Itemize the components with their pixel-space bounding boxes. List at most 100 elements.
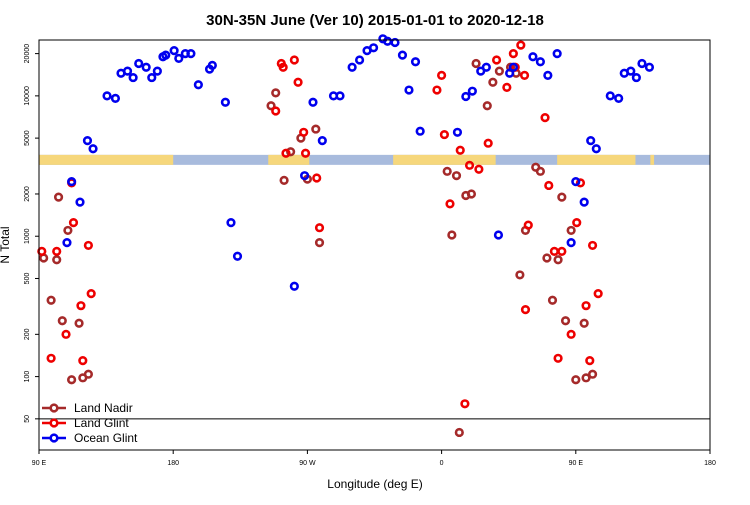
ocean-glint-point-19 <box>186 49 196 59</box>
ocean-glint-point-51 <box>528 52 538 62</box>
ocean-glint-point-28 <box>308 97 318 107</box>
land-glint-point-38 <box>544 180 554 191</box>
land-nadir-point-11 <box>271 88 281 98</box>
land-band-segment-0 <box>39 154 174 165</box>
ocean-glint-point-4 <box>88 144 98 154</box>
ocean-glint-point-20 <box>193 80 203 90</box>
x-tick-label-1: 180 <box>167 460 179 467</box>
land-nadir-point-25 <box>482 101 492 111</box>
ocean-glint-point-39 <box>397 50 408 60</box>
ocean-glint-point-5 <box>102 91 112 101</box>
land-glint-point-15 <box>293 77 303 87</box>
land-glint-point-8 <box>83 240 93 251</box>
chart-title: 30N-35N June (Ver 10) 2015-01-01 to 2020… <box>206 12 544 29</box>
ocean-glint-point-1 <box>67 177 77 187</box>
land-nadir-point-27 <box>494 66 504 76</box>
land-nadir-point-41 <box>579 318 589 328</box>
ocean-glint-point-12 <box>147 72 157 83</box>
land-glint-point-45 <box>581 301 591 311</box>
land-glint-point-43 <box>572 218 582 228</box>
ocean-glint-point-22 <box>207 60 217 70</box>
land-nadir-point-37 <box>557 192 567 202</box>
land-glint-point-36 <box>523 220 533 230</box>
land-glint-point-18 <box>312 173 322 183</box>
land-band-segment-3 <box>557 154 636 165</box>
ocean-glint-point-2 <box>75 197 85 207</box>
ocean-glint-point-3 <box>82 136 93 146</box>
legend-label-land-glint: Land Glint <box>74 416 129 430</box>
ocean-glint-point-32 <box>347 62 357 72</box>
ocean-glint-point-54 <box>552 49 562 59</box>
land-glint-point-31 <box>508 49 518 59</box>
ocean-glint-point-57 <box>579 197 589 207</box>
land-glint-point-6 <box>76 301 86 311</box>
land-glint-point-25 <box>460 399 470 409</box>
ocean-glint-point-35 <box>368 43 379 53</box>
land-nadir-point-9 <box>83 369 93 379</box>
ocean-glint-point-40 <box>404 85 414 95</box>
land-nadir-point-10 <box>266 101 276 111</box>
plot-frame <box>38 39 711 451</box>
data-points <box>37 34 655 438</box>
land-nadir-point-19 <box>447 230 457 240</box>
ocean-glint-point-31 <box>335 91 345 101</box>
x-axis-label: Longitude (deg E) <box>327 477 422 491</box>
land-glint-point-34 <box>519 70 530 80</box>
land-glint-point-2 <box>52 246 62 256</box>
land-glint-point-24 <box>455 145 465 155</box>
land-nadir-point-17 <box>314 238 325 248</box>
ocean-glint-point-0 <box>62 238 72 248</box>
ocean-glint-point-45 <box>467 86 477 96</box>
land-glint-point-21 <box>437 70 447 80</box>
land-nadir-point-39 <box>566 225 576 236</box>
ocean-glint-point-16 <box>169 46 179 56</box>
ocean-glint-point-44 <box>461 91 471 102</box>
land-glint-point-19 <box>314 223 325 233</box>
ocean-glint-point-17 <box>174 53 184 63</box>
ocean-glint-point-24 <box>226 218 236 228</box>
ocean-glint-point-29 <box>317 136 327 146</box>
ocean-glint-point-48 <box>493 230 504 240</box>
ocean-glint-point-56 <box>571 177 581 187</box>
y-tick-label-7: 10000 <box>24 86 31 106</box>
land-glint-point-48 <box>593 289 603 299</box>
ocean-glint-point-25 <box>232 251 243 261</box>
land-nadir-point-20 <box>451 171 462 181</box>
legend-marker-ocean-glint <box>49 433 59 443</box>
legend-marker-land-nadir <box>49 403 59 413</box>
ocean-glint-point-38 <box>390 37 400 48</box>
y-tick-label-4: 1000 <box>24 228 31 244</box>
ocean-glint-point-43 <box>452 127 463 137</box>
ocean-glint-point-53 <box>543 70 553 80</box>
land-nadir-point-24 <box>471 58 481 69</box>
ocean-glint-point-11 <box>141 62 151 72</box>
land-glint-point-46 <box>585 355 595 366</box>
ocean-glint-point-23 <box>220 97 230 107</box>
legend-marker-land-glint <box>49 418 59 428</box>
land-glint-point-41 <box>557 246 567 256</box>
ocean-glint-point-50 <box>508 62 518 72</box>
land-glint-point-23 <box>445 199 455 209</box>
y-tick-label-8: 20000 <box>24 44 31 64</box>
ocean-glint-point-58 <box>586 136 596 146</box>
land-glint-point-47 <box>587 240 598 251</box>
ocean-glint-point-55 <box>566 238 576 248</box>
ocean-glint-point-33 <box>354 55 365 65</box>
ocean-glint-point-66 <box>644 62 655 72</box>
land-nadir-point-36 <box>553 255 563 265</box>
land-glint-point-42 <box>566 329 576 339</box>
land-glint-point-12 <box>278 62 288 72</box>
x-tick-label-4: 90 E <box>569 460 584 467</box>
land-band-segment-1 <box>268 154 310 165</box>
land-nadir-point-13 <box>286 147 296 157</box>
land-band-segment-2 <box>393 154 496 165</box>
land-nadir-point-5 <box>63 225 73 236</box>
land-nadir-point-21 <box>454 427 464 438</box>
ocean-glint-point-27 <box>300 171 310 181</box>
land-nadir-point-2 <box>52 255 62 265</box>
land-glint-point-17 <box>300 148 311 158</box>
land-nadir-point-40 <box>571 375 581 385</box>
land-glint-point-14 <box>289 55 299 65</box>
